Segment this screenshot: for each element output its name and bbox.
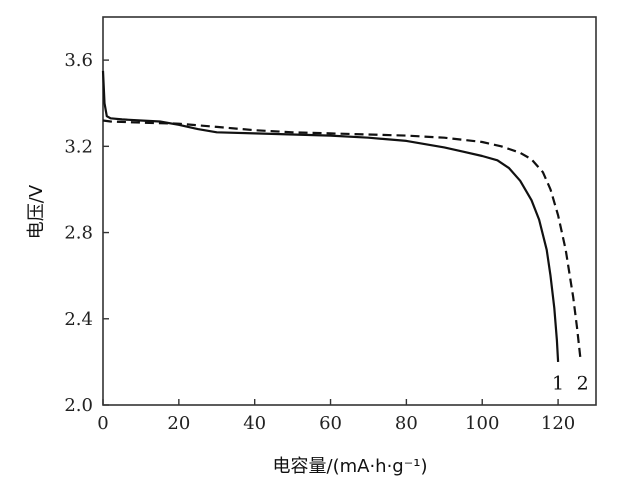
series-label-2: 2	[577, 372, 589, 394]
y-tick-label: 2.4	[64, 309, 93, 330]
x-tick-label: 0	[97, 413, 108, 434]
series-line-2	[102, 119, 582, 363]
x-tick-label: 120	[541, 413, 575, 434]
x-tick-label: 80	[395, 413, 418, 434]
x-tick-label: 40	[243, 413, 266, 434]
plot-frame	[102, 16, 597, 406]
series-line-1	[101, 70, 560, 362]
y-tick-label: 3.2	[64, 136, 93, 157]
x-axis-ticks: 0 20 40 60 80 100 120	[97, 399, 575, 434]
x-tick-label: 20	[167, 413, 190, 434]
axes-frame	[102, 16, 597, 406]
y-axis-ticks: 2.0 2.4 2.8 3.2 3.6	[64, 50, 109, 416]
x-axis-label: 电容量/(mA·h·g⁻¹)	[273, 456, 428, 477]
y-tick-label: 2.8	[64, 223, 93, 244]
y-axis-label: 电压/V	[26, 184, 47, 239]
series-layer	[101, 70, 582, 363]
y-tick-label: 2.0	[64, 395, 93, 416]
x-tick-label: 100	[465, 413, 499, 434]
series-label-1: 1	[552, 372, 564, 394]
y-tick-label: 3.6	[64, 50, 93, 71]
x-tick-label: 60	[319, 413, 342, 434]
